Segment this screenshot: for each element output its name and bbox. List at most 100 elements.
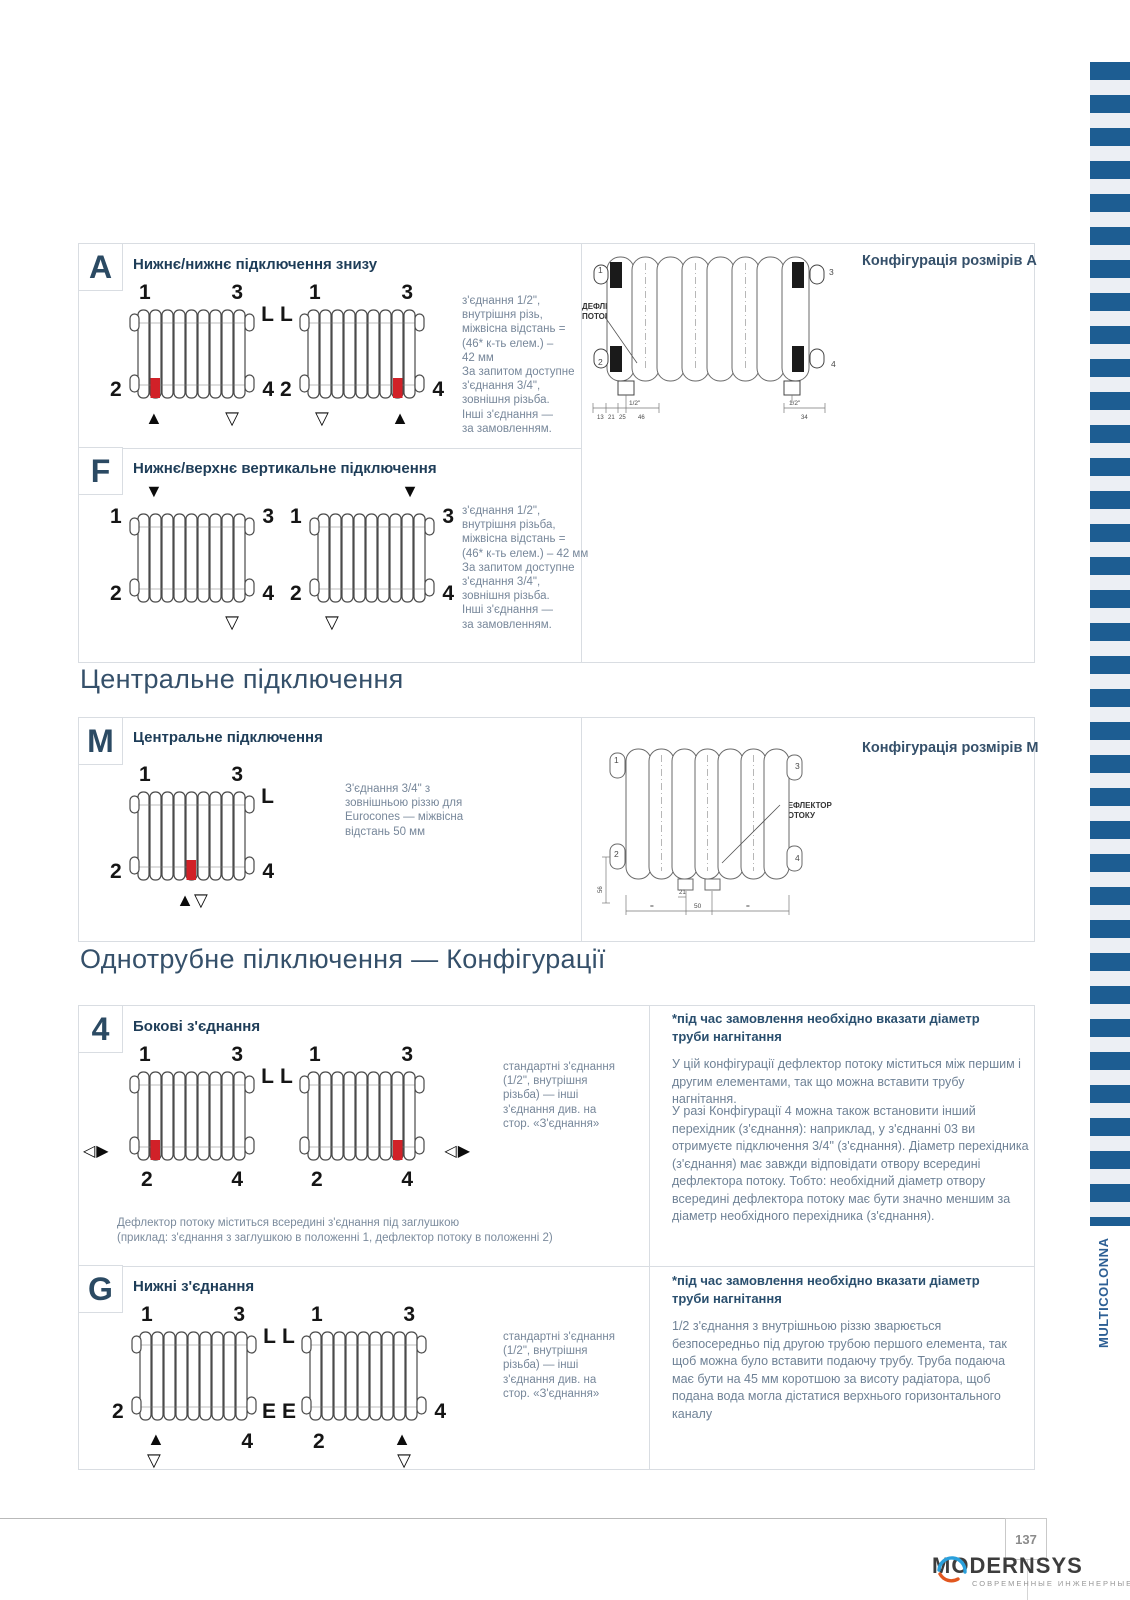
port-label: 4: [262, 860, 274, 883]
product-family-label: MULTICOLONNA: [1096, 1237, 1111, 1348]
length-label: L: [261, 1065, 274, 1088]
dim-label: 50: [694, 903, 702, 910]
corner-label: 4: [795, 853, 800, 863]
section-m-title: Центральне підключення: [133, 729, 323, 746]
length-label: L: [282, 1325, 295, 1348]
page-number-badge: 137: [1005, 1518, 1047, 1560]
port-label: 4: [442, 582, 454, 605]
radiator-diagram-a2: 1 3 2 4 L ▽ ▲: [280, 282, 444, 427]
section-a-badge: A: [78, 243, 123, 291]
flow-marker: [186, 860, 196, 880]
radiator-front-view: [129, 513, 255, 603]
corner-label: 1: [614, 755, 619, 765]
section-4g-box: [78, 1005, 1035, 1470]
flow-up-icon: ▲: [391, 408, 409, 428]
port-label: 4: [434, 1400, 446, 1423]
port-label: 3: [262, 505, 274, 528]
dim-label: 34: [801, 415, 808, 421]
port-label: 4: [231, 1168, 243, 1191]
section-f-title: Нижнє/верхнє вертикальне підключення: [133, 460, 437, 477]
flow-up-icon: ▲: [393, 1429, 411, 1449]
port-label: 3: [401, 281, 413, 304]
flow-down-icon: ▽: [397, 1450, 411, 1470]
port-label: 3: [401, 1043, 413, 1066]
brand-logo: MODERNSYS СОВРЕМЕННЫЕ ИНЖЕНЕРНЫЕ СИСТЕМЫ: [920, 1552, 1130, 1588]
deflector-label: ДЕФЛЕКТОР ПОТОКУ: [782, 801, 832, 821]
port-label: 1: [309, 281, 321, 304]
flow-marker: [150, 1140, 160, 1160]
dim-label: =: [650, 903, 654, 910]
flow-down-icon: ▽: [225, 408, 239, 428]
flow-pair-icon: ▲▽: [176, 890, 208, 910]
flow-down-icon: ▽: [147, 1450, 161, 1470]
radiator-front-view: [129, 1071, 255, 1161]
port-label: 3: [231, 763, 243, 786]
length-label: L: [280, 1065, 293, 1088]
port-label: 2: [110, 860, 122, 883]
dim-label: 21: [679, 890, 686, 896]
heading-central-connection: Центральне підключення: [80, 664, 404, 694]
section-m-badge: M: [78, 717, 123, 765]
brand-tagline: СОВРЕМЕННЫЕ ИНЖЕНЕРНЫЕ СИСТЕМЫ: [972, 1578, 1130, 1588]
radiator-diagram-a1: 1 3 2 4 L ▲ ▽: [110, 282, 274, 427]
section-g-title: Нижні з'єднання: [133, 1278, 255, 1295]
heading-single-pipe: Однотрубне пілключення — Конфігурації: [80, 944, 606, 974]
radiator-diagram-f2: 1 3 2 4 ▼ ▽: [290, 482, 454, 631]
section-f-badge: F: [78, 447, 123, 495]
port-label: 3: [233, 1303, 245, 1326]
dim-label: 13: [597, 415, 604, 421]
length-label: L: [280, 303, 293, 326]
port-label: 1: [139, 281, 151, 304]
dim-label: 25: [619, 415, 626, 421]
port-label: 1: [309, 1043, 321, 1066]
flow-up-icon: ▲: [145, 408, 163, 428]
port-label: 2: [311, 1168, 323, 1191]
port-label: 3: [403, 1303, 415, 1326]
dim-label: =: [746, 903, 750, 910]
stripe-band-decoration: [1090, 62, 1130, 1226]
config-m-drawing: 56 21 50 = = 1 2 3 4: [598, 748, 803, 915]
port-label: 2: [112, 1400, 124, 1423]
dim-label: 1/2": [629, 400, 641, 407]
flow-out-icon: ▽: [225, 612, 239, 632]
port-label: 2: [110, 582, 122, 605]
port-label: 2: [141, 1168, 153, 1191]
section-4-bottom-note: Дефлектор потоку міститься всередині з'є…: [117, 1217, 553, 1244]
length-label: L: [261, 785, 274, 808]
flow-down-icon: ▽: [315, 408, 329, 428]
flow-marker: [393, 1140, 403, 1160]
port-label: E: [261, 1400, 276, 1423]
port-label: 4: [241, 1430, 253, 1453]
port-label: 1: [290, 505, 302, 528]
port-label: 1: [141, 1303, 153, 1326]
radiator-front-view: [129, 309, 255, 399]
radiator-front-view: [309, 513, 435, 603]
corner-label: 3: [795, 761, 800, 771]
port-label: 1: [139, 1043, 151, 1066]
port-label: 4: [262, 378, 274, 401]
port-label: 2: [313, 1430, 325, 1453]
section-m-note: З'єднання 3/4" з зовнішньою різзю для Eu…: [345, 783, 464, 838]
port-label: 3: [231, 1043, 243, 1066]
port-label: 2: [290, 582, 302, 605]
radiator-diagram-m: 1 3 2 4 L ▲▽: [110, 764, 274, 909]
section-f-note: з'єднання 1/2", внутрішня різьба, міжвіс…: [462, 505, 589, 631]
corner-label: 2: [598, 357, 603, 367]
divider: [581, 718, 582, 941]
section-m-box: [78, 717, 1035, 942]
section-4-badge: 4: [78, 1005, 123, 1053]
radiator-diagram-4-1: 1 3 2 4 L ◁▶: [83, 1044, 274, 1190]
flow-in-icon: ▼: [401, 481, 419, 501]
side-flow-arrows-icon: ◁▶: [83, 1143, 110, 1160]
section-4-paragraph-1: У цій конфігурації дефлектор потоку міст…: [672, 1057, 1021, 1106]
divider: [79, 448, 581, 449]
section-4-warning: *під час замовлення необхідно вказати ді…: [672, 1011, 980, 1044]
port-label: 4: [262, 582, 274, 605]
flow-in-icon: ▼: [145, 481, 163, 501]
port-label: 3: [231, 281, 243, 304]
dim-label: 1/2": [789, 400, 801, 407]
port-label: 1: [110, 505, 122, 528]
divider: [649, 1006, 650, 1469]
radiator-diagram-f1: 1 3 2 4 ▼ ▽: [110, 482, 274, 631]
deflector-leader-line: [604, 316, 638, 364]
